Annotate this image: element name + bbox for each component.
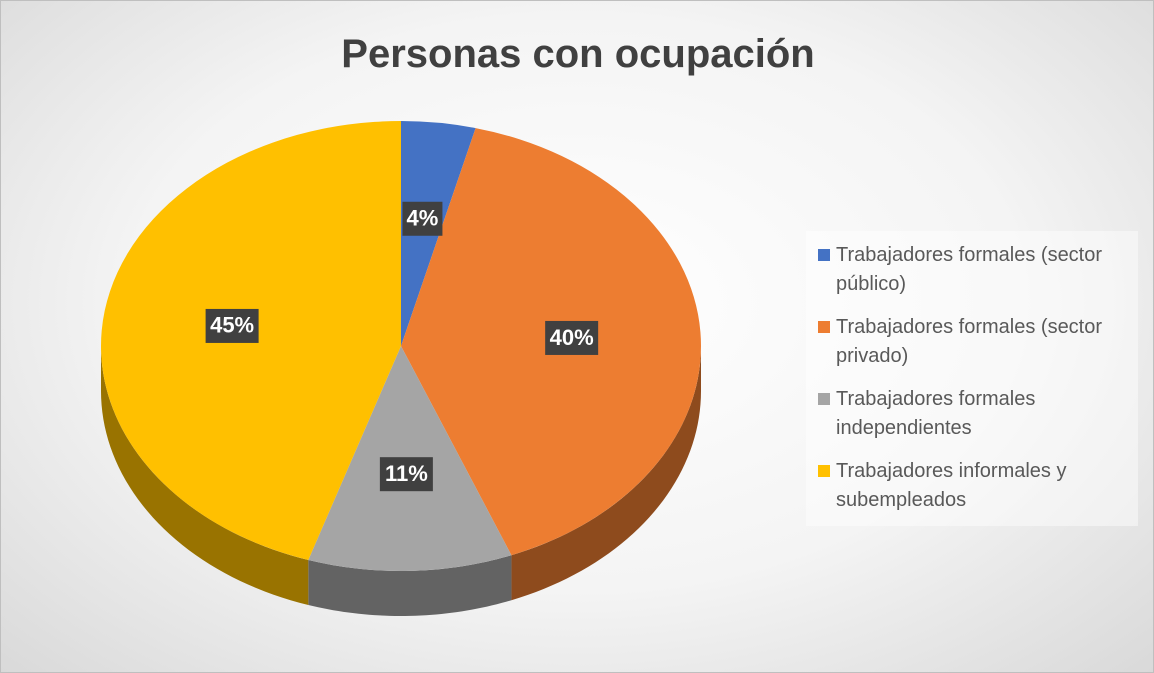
data-label-box <box>402 201 443 236</box>
data-label: 40% <box>550 325 594 350</box>
chart-title: Personas con ocupación <box>341 32 814 76</box>
legend-label: Trabajadores formales independientes <box>836 388 1036 439</box>
legend-item: Trabajadores formales (sector público) <box>818 241 1130 299</box>
legend-label: Trabajadores formales (sector privado) <box>836 316 1103 367</box>
legend-swatch <box>818 465 830 477</box>
data-label-box <box>379 457 433 492</box>
slice-side <box>511 346 701 601</box>
legend-swatch <box>818 249 830 261</box>
legend-swatch <box>818 321 830 333</box>
legend-label: Trabajadores formales (sector público) <box>836 244 1103 295</box>
legend-item: Trabajadores formales independientes <box>818 385 1130 443</box>
legend: Trabajadores formales (sector público) Tr… <box>806 231 1138 526</box>
slice-side <box>308 555 512 616</box>
legend-label: Trabajadores informales y subempleados <box>836 460 1067 511</box>
data-label: 11% <box>385 461 428 486</box>
slice-side <box>101 346 309 605</box>
legend-item: Trabajadores formales (sector privado) <box>818 313 1130 371</box>
data-label: 4% <box>407 206 439 231</box>
data-label-box <box>545 320 599 355</box>
data-label: 45% <box>210 313 254 338</box>
legend-item: Trabajadores informales y subempleados <box>818 457 1130 515</box>
data-label-box <box>205 308 259 343</box>
legend-swatch <box>818 393 830 405</box>
